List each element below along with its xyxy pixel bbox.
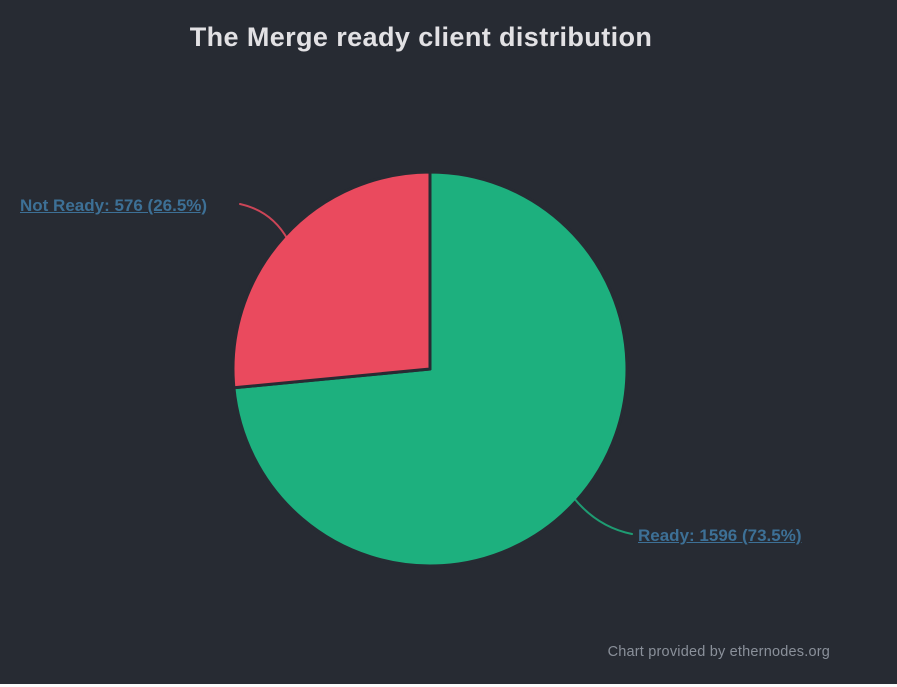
attribution-text: Chart provided by ethernodes.org <box>607 644 830 660</box>
pie-slice-not-ready[interactable] <box>231 170 432 390</box>
page-bottom-edge <box>0 684 897 687</box>
label-ready[interactable]: Ready: 1596 (73.5%) <box>638 526 802 545</box>
label-not-ready[interactable]: Not Ready: 576 (26.5%) <box>20 196 208 215</box>
callout-line-not-ready <box>239 203 289 241</box>
chart-title: The Merge ready client distribution <box>189 22 653 52</box>
callout-line-ready <box>572 496 633 535</box>
